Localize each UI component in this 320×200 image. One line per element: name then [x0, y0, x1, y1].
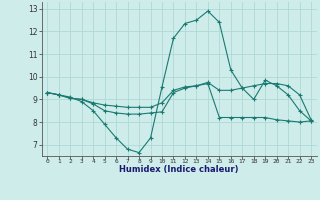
X-axis label: Humidex (Indice chaleur): Humidex (Indice chaleur) — [119, 165, 239, 174]
